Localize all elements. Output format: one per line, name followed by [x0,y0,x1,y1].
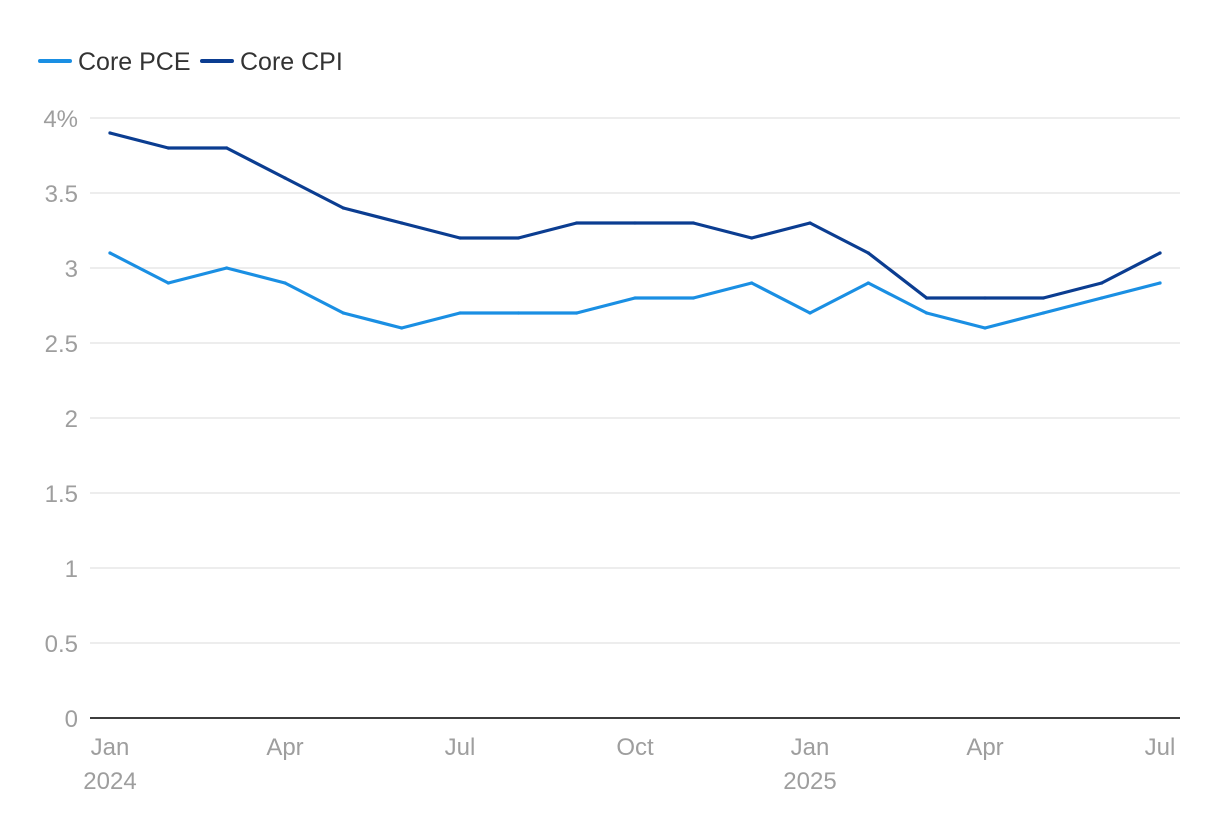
data-point-core-pce [691,296,695,300]
legend-label: Core PCE [78,48,191,76]
x-tick-label: Apr [266,734,303,761]
y-tick-label: 0 [65,706,78,733]
data-point-core-pce [925,311,929,315]
x-axis: Jan 2024 Apr Jul Oct Jan 2025 Apr Jul [83,734,1175,795]
legend-item-core-cpi: Core CPI [200,48,343,76]
data-point-core-pce [1041,311,1045,315]
y-tick-label: 3 [65,256,78,283]
data-point-core-pce [166,281,170,285]
x-tick-year-label: 2025 [783,768,836,795]
data-point-core-cpi [458,236,462,240]
y-tick-label: 1 [65,556,78,583]
data-point-core-pce [866,281,870,285]
data-point-core-pce [808,311,812,315]
x-tick-label: Jan [91,734,130,761]
legend-label: Core CPI [240,48,343,76]
y-tick-label: 2 [65,406,78,433]
data-point-core-cpi [808,221,812,225]
x-tick-label: Oct [616,734,654,761]
data-point-core-cpi [1158,251,1162,255]
data-point-core-pce [633,296,637,300]
data-point-core-pce [750,281,754,285]
data-point-core-cpi [633,221,637,225]
data-point-core-pce [341,311,345,315]
y-tick-label: 0.5 [45,631,78,658]
data-point-core-cpi [516,236,520,240]
x-tick-label: Apr [966,734,1003,761]
data-point-core-cpi [341,206,345,210]
data-point-core-pce [1158,281,1162,285]
data-point-core-pce [575,311,579,315]
y-tick-label: 2.5 [45,331,78,358]
series-line-core-pce [108,251,1162,330]
series-layer [108,131,1162,330]
data-point-core-cpi [750,236,754,240]
data-point-core-pce [225,266,229,270]
x-tick-label: Jul [445,734,476,761]
series-core-pce [108,251,1162,330]
data-point-core-cpi [283,176,287,180]
series-line-core-cpi [108,131,1162,300]
data-point-core-cpi [691,221,695,225]
data-point-core-cpi [866,251,870,255]
x-tick-label: Jul [1145,734,1176,761]
data-point-core-pce [400,326,404,330]
legend-item-core-pce: Core PCE [38,48,191,76]
data-point-core-cpi [983,296,987,300]
data-point-core-cpi [1041,296,1045,300]
y-tick-label: 4% [43,106,78,133]
data-point-core-cpi [575,221,579,225]
data-point-core-pce [458,311,462,315]
data-point-core-pce [983,326,987,330]
data-point-core-cpi [925,296,929,300]
data-point-core-pce [108,251,112,255]
data-point-core-cpi [166,146,170,150]
y-tick-label: 1.5 [45,481,78,508]
data-point-core-cpi [108,131,112,135]
x-tick-year-label: 2024 [83,768,136,795]
y-tick-label: 3.5 [45,181,78,208]
data-point-core-cpi [1100,281,1104,285]
x-tick-label: Jan [791,734,830,761]
grid-lines [90,117,1180,719]
legend: Core PCE Core CPI [38,48,343,76]
data-point-core-cpi [225,146,229,150]
data-point-core-pce [283,281,287,285]
data-point-core-pce [516,311,520,315]
y-axis: 4% 3.5 3 2.5 2 1.5 1 0.5 0 [43,106,78,733]
data-point-core-pce [1100,296,1104,300]
data-point-core-cpi [400,221,404,225]
series-core-cpi [108,131,1162,300]
